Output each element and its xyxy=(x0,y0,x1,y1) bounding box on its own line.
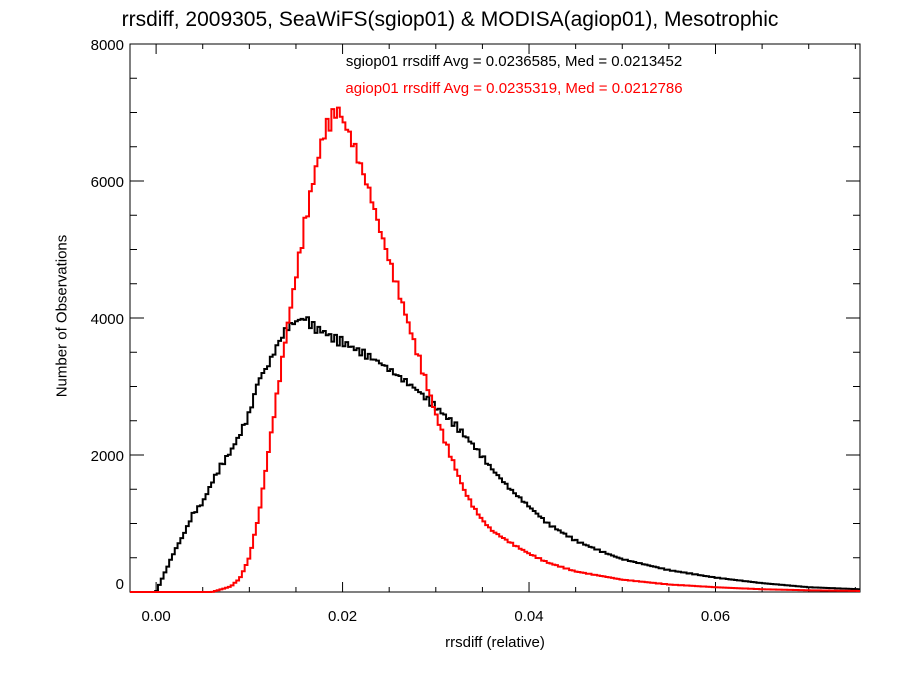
x-axis-label: rrsdiff (relative) xyxy=(445,634,545,651)
y-tick-label: 8000 xyxy=(91,37,124,54)
y-axis-label: Number of Observations xyxy=(53,234,71,398)
plot-frame xyxy=(129,43,861,593)
x-tick-label: 0.02 xyxy=(328,608,357,625)
sgiop01-stats-annotation: sgiop01 rrsdiff Avg = 0.0236585, Med = 0… xyxy=(345,53,683,70)
sgiop01-histogram-line xyxy=(130,316,860,593)
y-tick-label: 4000 xyxy=(91,311,124,328)
x-tick-label: 0.00 xyxy=(142,608,171,625)
agiop01-histogram-line xyxy=(130,106,860,593)
series-layer xyxy=(130,106,860,593)
y-tick-label: 0 xyxy=(116,576,124,593)
y-axis: 0 2000 4000 6000 8000 xyxy=(91,37,860,593)
x-tick-label: 0.06 xyxy=(701,608,730,625)
y-tick-label: 2000 xyxy=(91,448,124,465)
chart-title: rrsdiff, 2009305, SeaWiFS(sgiop01) & MOD… xyxy=(121,8,779,31)
y-tick-label: 6000 xyxy=(91,174,124,191)
x-axis: 0.00 0.02 0.04 0.06 xyxy=(142,44,856,625)
x-tick-label: 0.04 xyxy=(514,608,543,625)
agiop01-stats-annotation: agiop01 rrsdiff Avg = 0.0235319, Med = 0… xyxy=(345,80,683,97)
